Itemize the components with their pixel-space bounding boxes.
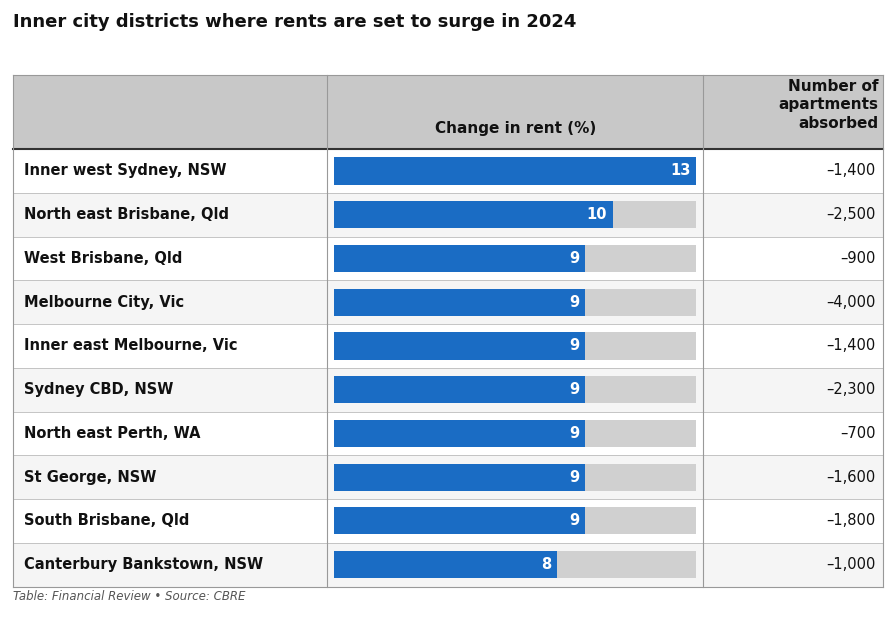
Text: –1,000: –1,000 <box>826 557 875 572</box>
Bar <box>334 201 613 228</box>
Bar <box>334 245 696 272</box>
Text: 9: 9 <box>569 470 580 485</box>
Text: Number of
apartments
absorbed: Number of apartments absorbed <box>778 79 878 131</box>
Bar <box>334 420 585 447</box>
Bar <box>334 333 696 359</box>
Text: –1,800: –1,800 <box>826 514 875 529</box>
Text: West Brisbane, Qld: West Brisbane, Qld <box>24 251 183 266</box>
Text: –700: –700 <box>840 426 875 441</box>
Text: Table: Financial Review • Source: CBRE: Table: Financial Review • Source: CBRE <box>13 590 246 603</box>
Text: –2,300: –2,300 <box>826 382 875 397</box>
Text: 10: 10 <box>587 207 607 222</box>
Text: Melbourne City, Vic: Melbourne City, Vic <box>24 295 185 310</box>
Text: Inner city districts where rents are set to surge in 2024: Inner city districts where rents are set… <box>13 13 577 31</box>
Text: North east Brisbane, Qld: North east Brisbane, Qld <box>24 207 229 222</box>
Text: 9: 9 <box>569 426 580 441</box>
Bar <box>334 245 585 272</box>
Text: 13: 13 <box>670 163 691 178</box>
Text: –1,600: –1,600 <box>826 470 875 485</box>
Bar <box>334 420 696 447</box>
Text: Sydney CBD, NSW: Sydney CBD, NSW <box>24 382 174 397</box>
Text: St George, NSW: St George, NSW <box>24 470 157 485</box>
Bar <box>13 193 883 236</box>
Bar <box>13 280 883 324</box>
Bar <box>334 376 585 403</box>
Bar <box>13 499 883 543</box>
Text: Change in rent (%): Change in rent (%) <box>435 120 596 135</box>
Bar <box>13 412 883 456</box>
Bar <box>13 149 883 193</box>
Bar <box>334 551 696 578</box>
Bar <box>334 551 557 578</box>
Text: –2,500: –2,500 <box>826 207 875 222</box>
Bar <box>334 289 696 316</box>
Text: Inner west Sydney, NSW: Inner west Sydney, NSW <box>24 163 227 178</box>
Bar <box>334 376 696 403</box>
Bar <box>334 333 585 359</box>
Bar <box>334 507 696 535</box>
Bar <box>13 456 883 499</box>
Text: –4,000: –4,000 <box>826 295 875 310</box>
Text: –1,400: –1,400 <box>826 163 875 178</box>
Text: 9: 9 <box>569 514 580 529</box>
Bar <box>334 157 696 185</box>
Bar <box>334 464 585 490</box>
Text: –900: –900 <box>840 251 875 266</box>
Text: 9: 9 <box>569 382 580 397</box>
Text: South Brisbane, Qld: South Brisbane, Qld <box>24 514 190 529</box>
Text: North east Perth, WA: North east Perth, WA <box>24 426 201 441</box>
Text: 9: 9 <box>569 295 580 310</box>
Bar <box>13 236 883 280</box>
Bar <box>334 507 585 535</box>
Text: 9: 9 <box>569 251 580 266</box>
Bar <box>334 157 696 185</box>
Text: –1,400: –1,400 <box>826 338 875 353</box>
Bar <box>13 75 883 149</box>
Bar <box>334 201 696 228</box>
Text: 9: 9 <box>569 338 580 353</box>
Text: Inner east Melbourne, Vic: Inner east Melbourne, Vic <box>24 338 237 353</box>
Bar <box>334 289 585 316</box>
Bar <box>13 368 883 412</box>
Text: 8: 8 <box>541 557 552 572</box>
Bar <box>13 324 883 368</box>
Bar <box>13 543 883 587</box>
Text: Canterbury Bankstown, NSW: Canterbury Bankstown, NSW <box>24 557 263 572</box>
Bar <box>334 464 696 490</box>
